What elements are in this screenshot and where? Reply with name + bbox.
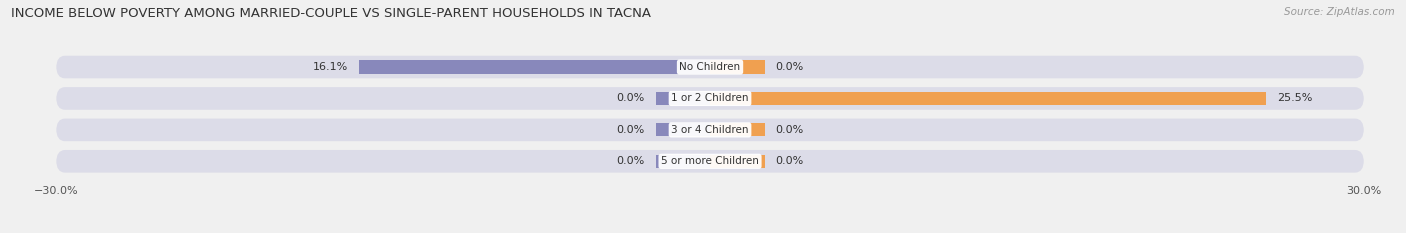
Bar [359,60,710,74]
FancyBboxPatch shape [56,56,1364,78]
Bar [710,155,765,168]
Text: 0.0%: 0.0% [616,93,644,103]
Text: 0.0%: 0.0% [776,125,804,135]
Bar [655,155,710,168]
Bar [710,92,1265,105]
FancyBboxPatch shape [56,87,1364,110]
Text: INCOME BELOW POVERTY AMONG MARRIED-COUPLE VS SINGLE-PARENT HOUSEHOLDS IN TACNA: INCOME BELOW POVERTY AMONG MARRIED-COUPL… [11,7,651,20]
Text: 25.5%: 25.5% [1277,93,1312,103]
FancyBboxPatch shape [56,119,1364,141]
Text: 5 or more Children: 5 or more Children [661,156,759,166]
Bar [655,92,710,105]
Bar [710,60,765,74]
Text: 16.1%: 16.1% [314,62,349,72]
Bar [710,123,765,137]
Text: 3 or 4 Children: 3 or 4 Children [671,125,749,135]
Text: Source: ZipAtlas.com: Source: ZipAtlas.com [1284,7,1395,17]
Text: 1 or 2 Children: 1 or 2 Children [671,93,749,103]
Text: 0.0%: 0.0% [616,156,644,166]
FancyBboxPatch shape [56,150,1364,173]
Bar [655,123,710,137]
Text: No Children: No Children [679,62,741,72]
Text: 0.0%: 0.0% [776,156,804,166]
Text: 0.0%: 0.0% [776,62,804,72]
Text: 0.0%: 0.0% [616,125,644,135]
